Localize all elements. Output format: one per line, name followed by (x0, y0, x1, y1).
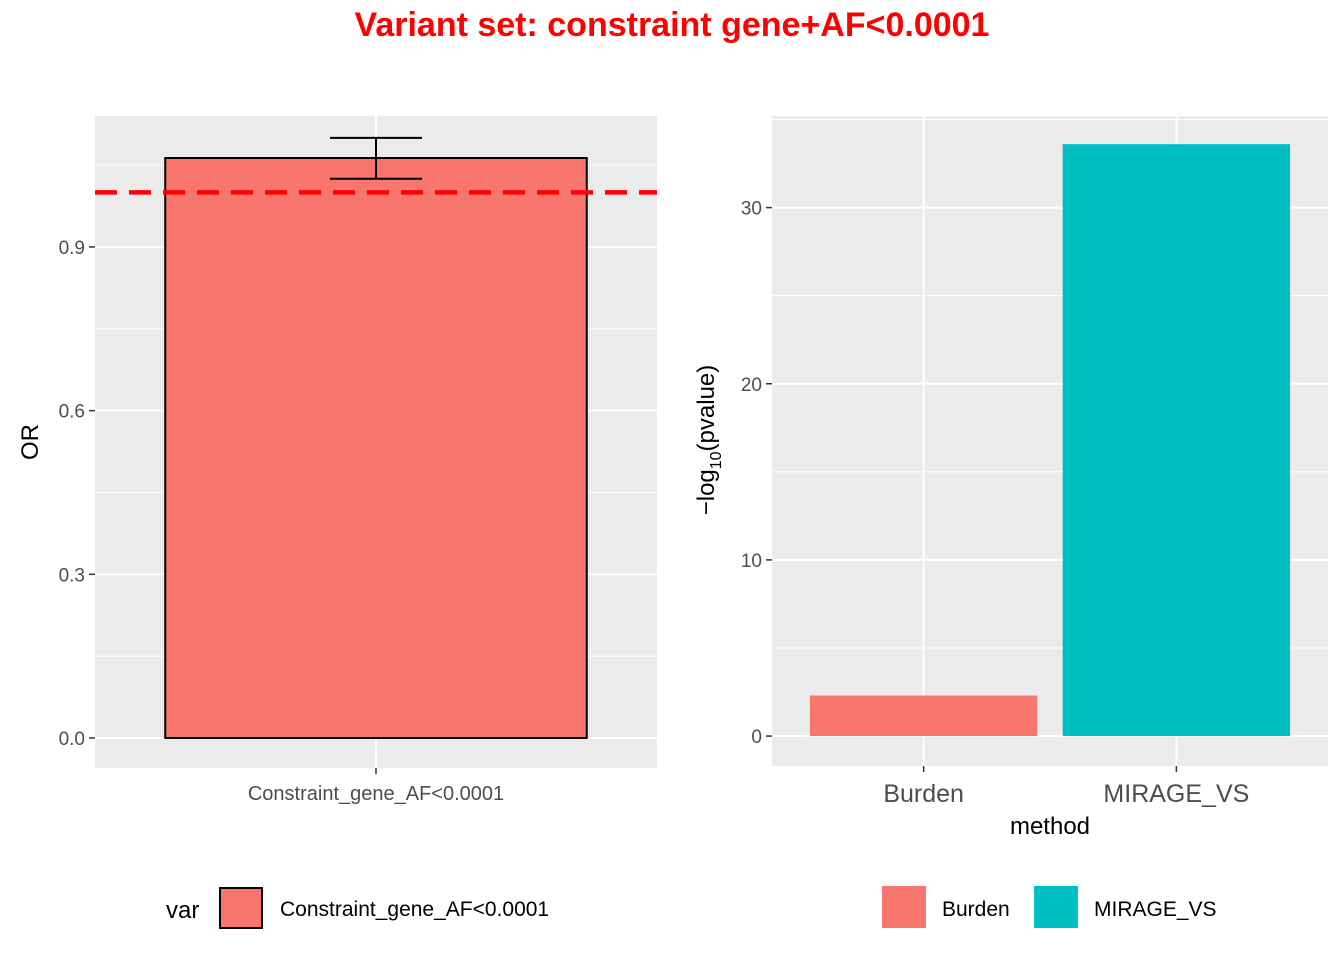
left-y-tick-label: 0.3 (59, 565, 85, 586)
left-legend-label: Constraint_gene_AF<0.0001 (280, 898, 549, 921)
right-x-ticks: Burden MIRAGE_VS (883, 766, 1249, 808)
left-x-tick-label: Constraint_gene_AF<0.0001 (248, 783, 504, 805)
left-y-axis-label: OR (17, 424, 44, 460)
right-legend-label: Burden (942, 898, 1010, 921)
right-y-axis-label-prefix: −log (693, 469, 720, 515)
left-legend-swatch (219, 887, 263, 929)
left-bars (95, 136, 657, 739)
right-y-tick-label: 30 (741, 199, 762, 220)
left-y-tick-label: 0.9 (59, 238, 85, 259)
left-legend-title: var (166, 897, 199, 924)
left-x-ticks: Constraint_gene_AF<0.0001 (248, 768, 504, 805)
right-y-tick-label: 0 (751, 727, 762, 748)
right-legend: Burden MIRAGE_VS (882, 886, 1217, 928)
left-legend: var Constraint_gene_AF<0.0001 (166, 887, 549, 929)
right-y-axis-label-subscript: 10 (708, 451, 725, 469)
right-y-axis-label-suffix: (pvalue) (693, 365, 720, 452)
right-y-axis-label: −log10(pvalue) (693, 365, 725, 516)
left-y-tick-label: 0.0 (59, 729, 85, 750)
bar-mirage-vs (1062, 144, 1291, 737)
right-legend-label: MIRAGE_VS (1094, 898, 1217, 921)
right-legend-swatch (1034, 886, 1078, 928)
right-legend-swatch (882, 886, 926, 928)
right-y-tick-label: 10 (741, 551, 762, 572)
bar-burden (809, 695, 1038, 737)
right-y-ticks: 0 10 20 30 (741, 199, 772, 748)
right-x-axis-label: method (1010, 813, 1090, 840)
right-bars (809, 144, 1291, 737)
right-x-tick-label: MIRAGE_VS (1103, 780, 1249, 808)
chart-title: Variant set: constraint gene+AF<0.0001 (355, 6, 990, 44)
bar-constraint-gene (164, 157, 588, 739)
left-y-tick-label: 0.6 (59, 402, 85, 423)
right-y-tick-label: 20 (741, 375, 762, 396)
right-x-tick-label: Burden (883, 780, 964, 808)
left-chart-or: 0.0 0.3 0.6 0.9 Constraint_gene_AF<0.0001 O… (17, 116, 657, 929)
left-y-ticks: 0.0 0.3 0.6 0.9 (59, 238, 95, 750)
